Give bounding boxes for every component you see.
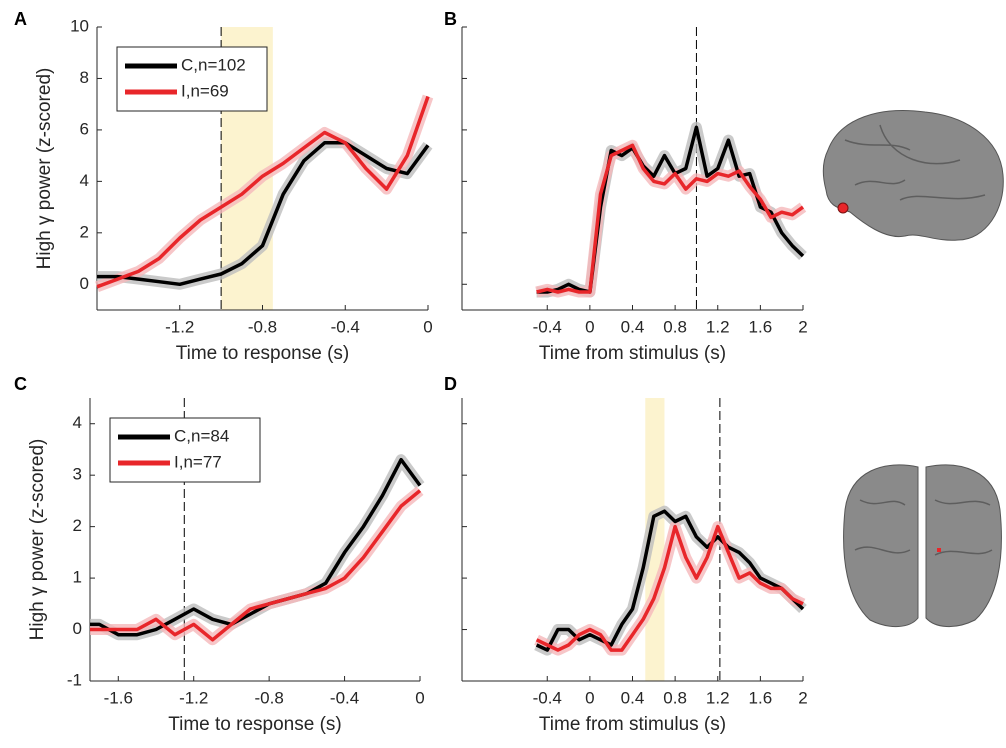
- x-tick-label: 0: [585, 688, 594, 707]
- x-tick-label: -0.8: [248, 317, 277, 336]
- x-axis-label: Time to response (s): [176, 343, 350, 364]
- series-line: [97, 141, 430, 287]
- y-tick-label: 1: [73, 568, 82, 587]
- panel-label: D: [444, 374, 457, 394]
- legend-label: C,n=102: [181, 55, 246, 74]
- panel: -0.4 0 0.4 0.8 1.2 1.6 2 Time from stimulus (s)…: [444, 9, 808, 364]
- y-tick-label: 8: [80, 68, 89, 87]
- x-tick-label: -0.4: [533, 317, 562, 336]
- x-tick-label: -1.6: [104, 688, 133, 707]
- electrode: [837, 202, 849, 214]
- x-tick-label: 0: [585, 317, 594, 336]
- x-tick-label: 1.6: [749, 317, 773, 336]
- y-tick-label: 2: [73, 516, 82, 535]
- y-tick-label: 4: [80, 171, 89, 190]
- x-tick-label: 0: [423, 317, 432, 336]
- brain-sulci: [854, 499, 993, 556]
- series-line: [536, 143, 805, 294]
- y-tick-label: 0: [73, 619, 82, 638]
- brain-hemisphere: [843, 464, 919, 627]
- brain-lateral: [822, 110, 1004, 241]
- brain-sulci: [844, 124, 986, 201]
- y-tick-label: 4: [73, 413, 82, 432]
- legend-label: C,n=84: [174, 426, 229, 445]
- y-axis-label: High γ power (z-scored): [27, 439, 48, 641]
- legend-box: [116, 46, 268, 112]
- x-tick-label: -1.2: [179, 688, 208, 707]
- brain-hemisphere: [925, 464, 1002, 627]
- panel: -1 0 1 2 3 4 -1.6 -1.2 -0.8 -0.4 0 Time to response…: [14, 374, 425, 735]
- y-tick-label: 10: [70, 16, 89, 35]
- brain-top: [843, 464, 1002, 627]
- series-line: [535, 509, 805, 652]
- brain-shape: [822, 110, 1004, 241]
- x-tick-label: -0.4: [533, 688, 562, 707]
- x-tick-label: -0.4: [331, 317, 360, 336]
- x-tick-label: 0.4: [621, 317, 645, 336]
- y-tick-label: 0: [80, 274, 89, 293]
- x-tick-label: 0.4: [621, 688, 645, 707]
- electrode: [937, 548, 941, 552]
- series-line: [536, 125, 805, 294]
- y-axis-label: High γ power (z-scored): [34, 68, 55, 270]
- x-axis-label: Time to response (s): [168, 714, 342, 735]
- y-tick-label: 2: [80, 222, 89, 241]
- series-line: [90, 457, 422, 637]
- panel: -0.4 0 0.4 0.8 1.2 1.6 2 Time from stimulus (s)…: [444, 374, 808, 735]
- x-tick-label: 0: [415, 688, 424, 707]
- legend-box: [109, 417, 261, 483]
- x-tick-label: 0.8: [663, 317, 687, 336]
- x-tick-label: -0.4: [330, 688, 359, 707]
- panel-label: B: [444, 9, 457, 29]
- x-tick-label: -1.2: [165, 317, 194, 336]
- y-tick-label: 6: [80, 119, 89, 138]
- legend-label: I,n=77: [174, 452, 222, 471]
- y-tick-label: 3: [73, 465, 82, 484]
- x-axis-label: Time from stimulus (s): [539, 343, 726, 364]
- y-tick-label: -1: [67, 670, 82, 689]
- x-tick-label: 1.6: [749, 688, 773, 707]
- x-tick-label: 1.2: [706, 688, 730, 707]
- series-line: [90, 489, 422, 642]
- x-tick-label: -0.8: [254, 688, 283, 707]
- series-line: [96, 95, 430, 289]
- panel-label: C: [14, 374, 27, 394]
- x-tick-label: 1.2: [706, 317, 730, 336]
- x-tick-label: 2: [798, 317, 807, 336]
- series-line: [535, 524, 804, 652]
- panel: 0 2 4 6 8 10 -1.2 -0.8 -0.4 0 Time to response (s)…: [14, 9, 434, 364]
- x-tick-label: 2: [798, 688, 807, 707]
- panel-label: A: [14, 9, 27, 29]
- x-axis-label: Time from stimulus (s): [539, 714, 726, 735]
- x-tick-label: 0.8: [663, 688, 687, 707]
- legend-label: I,n=69: [181, 81, 229, 100]
